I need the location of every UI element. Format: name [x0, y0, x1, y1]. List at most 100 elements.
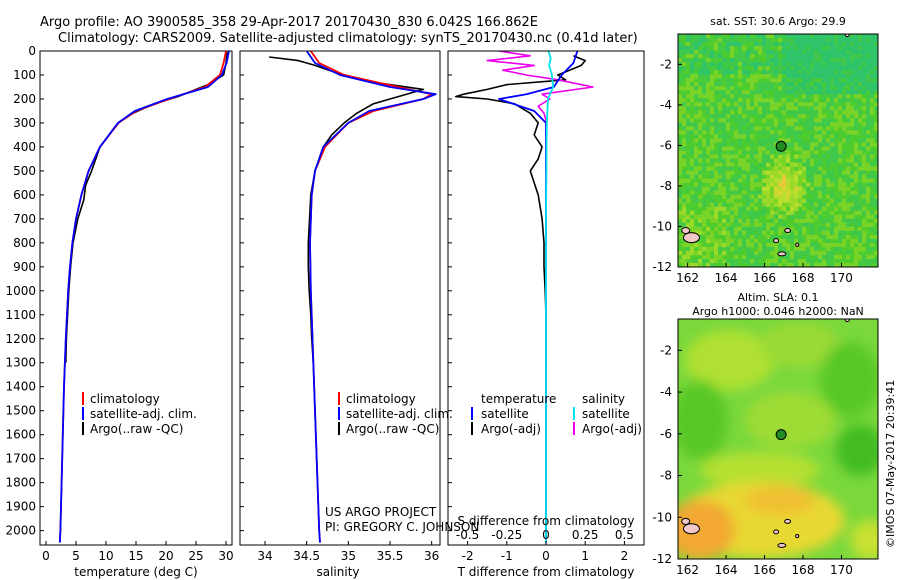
sst-cell	[718, 90, 723, 95]
sst-cell	[798, 246, 803, 252]
sst-cell	[738, 34, 743, 39]
sst-cell	[826, 54, 831, 59]
sst-cell	[854, 86, 859, 91]
sst-cell	[830, 210, 835, 216]
sst-cell	[854, 263, 859, 267]
sst-cell	[874, 218, 878, 224]
sst-cell	[738, 102, 743, 107]
sst-cell	[818, 66, 823, 71]
sst-cell	[706, 250, 711, 256]
sst-cell	[710, 238, 715, 244]
sst-cell	[682, 102, 687, 107]
sst-cell	[786, 86, 791, 91]
sst-cell	[710, 90, 715, 95]
sst-cell	[850, 190, 855, 195]
sst-cell	[798, 230, 803, 236]
sst-cell	[714, 122, 719, 127]
sst-cell	[758, 226, 763, 232]
sst-cell	[706, 58, 711, 63]
sst-cell	[686, 134, 691, 139]
sst-cell	[850, 70, 855, 75]
sst-cell	[794, 98, 799, 103]
sst-cell	[774, 259, 779, 264]
sst-cell	[874, 126, 878, 131]
sst-cell	[686, 254, 691, 260]
map-x-tick-label: 164	[715, 563, 738, 577]
sst-cell	[866, 78, 871, 83]
sst-cell	[838, 118, 843, 123]
sst-cell	[730, 259, 735, 264]
sst-cell	[686, 170, 691, 175]
pi-credit: PI: GREGORY C. JOHNSON	[325, 520, 479, 534]
sst-cell	[690, 166, 695, 171]
sst-cell	[870, 166, 875, 171]
sst-cell	[830, 250, 835, 256]
sst-cell	[818, 178, 823, 183]
sst-cell	[834, 246, 839, 252]
sst-cell	[798, 114, 803, 119]
sst-cell	[874, 259, 878, 264]
sst-cell	[806, 250, 811, 256]
sst-cell	[866, 122, 871, 127]
sst-cell	[862, 38, 867, 43]
sst-cell	[854, 122, 859, 127]
sst-cell	[718, 178, 723, 183]
sst-cell	[870, 106, 875, 111]
sst-cell	[822, 114, 827, 119]
sst-cell	[818, 174, 823, 179]
sst-cell	[766, 38, 771, 43]
sst-cell	[814, 142, 819, 147]
sst-cell	[866, 114, 871, 119]
sst-cell	[718, 118, 723, 123]
sst-cell	[858, 162, 863, 167]
sst-cell	[822, 250, 827, 256]
sst-cell	[802, 206, 807, 211]
sla-blob	[745, 485, 815, 515]
sst-cell	[826, 259, 831, 264]
sst-cell	[746, 90, 751, 95]
sst-cell	[830, 54, 835, 59]
sst-cell	[810, 46, 815, 51]
sst-cell	[714, 190, 719, 195]
sst-cell	[794, 174, 799, 179]
sst-cell	[866, 162, 871, 167]
sst-cell	[782, 226, 787, 232]
sst-cell	[694, 54, 699, 59]
sst-cell	[774, 54, 779, 59]
sst-cell	[782, 198, 787, 203]
sst-cell	[730, 158, 735, 163]
sst-cell	[798, 190, 803, 195]
difference-legend: temperature satellite Argo(-adj) salinit…	[471, 392, 642, 436]
sst-cell	[802, 142, 807, 147]
sst-cell	[698, 142, 703, 147]
sst-cell	[770, 58, 775, 63]
sst-cell	[786, 42, 791, 47]
sst-cell	[850, 46, 855, 51]
sst-cell	[790, 106, 795, 111]
sst-cell	[830, 122, 835, 127]
sst-cell	[758, 170, 763, 175]
sst-cell	[830, 138, 835, 143]
sst-cell	[782, 122, 787, 127]
sst-cell	[846, 90, 851, 95]
sst-cell	[730, 154, 735, 159]
sst-cell	[806, 246, 811, 252]
sst-cell	[850, 58, 855, 63]
sst-cell	[698, 74, 703, 79]
sst-cell	[790, 78, 795, 83]
sst-cell	[754, 210, 759, 216]
sst-cell	[690, 74, 695, 79]
sst-cell	[794, 178, 799, 183]
sst-cell	[802, 190, 807, 195]
sst-cell	[722, 158, 727, 163]
sst-cell	[798, 194, 803, 199]
sst-cell	[742, 102, 747, 107]
sst-cell	[830, 222, 835, 228]
sst-cell	[734, 263, 739, 267]
sst-cell	[874, 142, 878, 147]
sst-cell	[754, 58, 759, 63]
sst-cell	[698, 166, 703, 171]
sst-cell	[754, 263, 759, 267]
sst-cell	[774, 162, 779, 167]
sst-cell	[758, 146, 763, 151]
